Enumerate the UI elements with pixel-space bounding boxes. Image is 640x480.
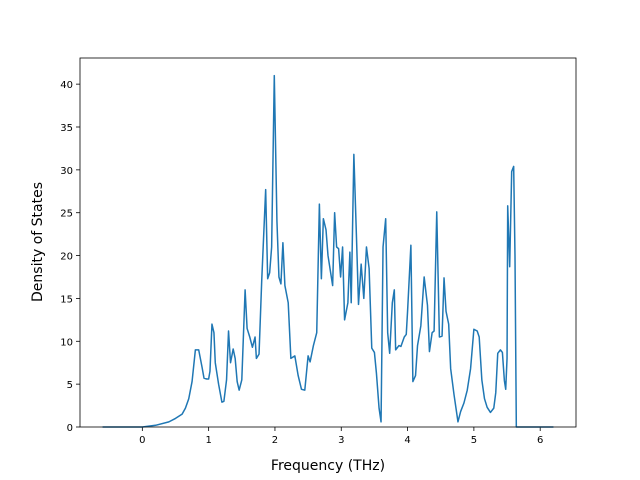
y-tick-label: 5 bbox=[67, 380, 73, 391]
y-axis-label: Density of States bbox=[30, 182, 46, 302]
x-tick-label: 1 bbox=[205, 435, 211, 446]
y-tick-label: 40 bbox=[60, 80, 73, 91]
y-tick-label: 25 bbox=[60, 209, 73, 220]
y-tick-label: 35 bbox=[60, 123, 73, 134]
x-tick-label: 3 bbox=[338, 435, 344, 446]
y-tick-label: 30 bbox=[60, 166, 73, 177]
x-tick-label: 0 bbox=[139, 435, 145, 446]
x-tick-label: 6 bbox=[537, 435, 543, 446]
x-tick-label: 5 bbox=[471, 435, 477, 446]
x-tick-label: 4 bbox=[404, 435, 410, 446]
data-line bbox=[102, 74, 554, 428]
y-tick-label: 10 bbox=[60, 337, 73, 348]
plot-frame bbox=[79, 57, 577, 428]
y-tick-label: 0 bbox=[67, 423, 73, 434]
y-tick-label: 15 bbox=[60, 294, 73, 305]
x-axis-label: Frequency (THz) bbox=[271, 458, 385, 474]
x-tick-label: 2 bbox=[272, 435, 278, 446]
y-tick-label: 20 bbox=[60, 252, 73, 263]
